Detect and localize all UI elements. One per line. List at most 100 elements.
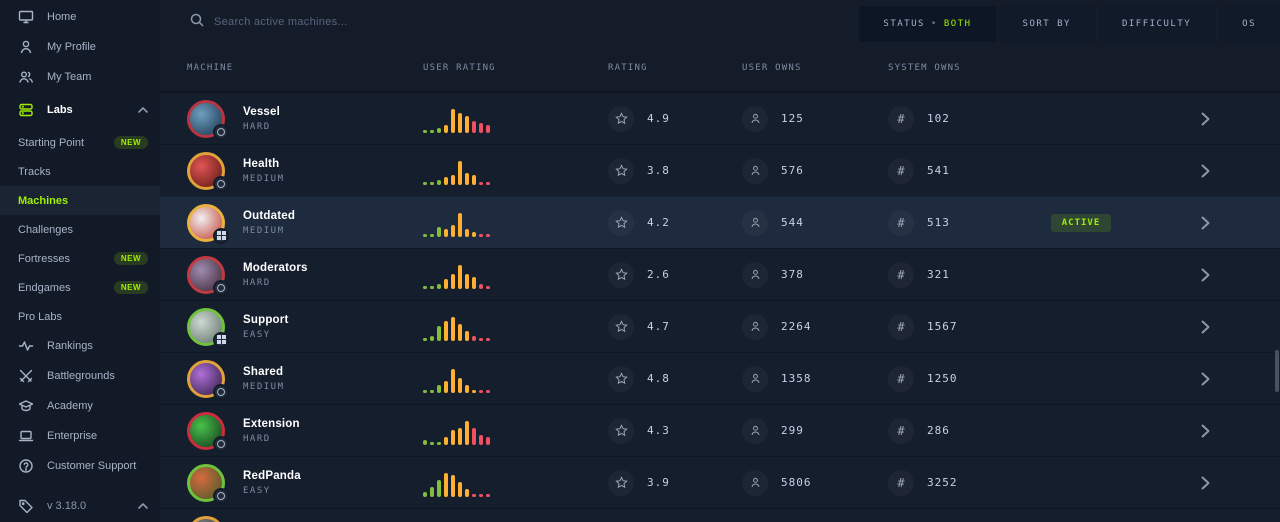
star-icon (608, 105, 634, 132)
sidebar-item-battlegrounds[interactable]: Battlegrounds (0, 361, 160, 391)
machine-name: Outdated (243, 209, 296, 222)
machine-row[interactable]: Vessel HARD 4.9 125 # 102 (160, 92, 1280, 144)
machine-row[interactable]: Outdated MEDIUM 4.2 544 # 51 (160, 196, 1280, 248)
histogram-bar (444, 278, 448, 289)
row-chevron-right-icon[interactable] (1131, 145, 1280, 196)
histogram-bar (486, 125, 490, 133)
user-icon (742, 417, 768, 444)
histogram-bar (423, 491, 427, 497)
histogram-bar (451, 474, 455, 497)
user-owns-value: 1358 (781, 372, 812, 385)
os-badge-icon (213, 123, 229, 140)
histogram-bar (486, 493, 490, 497)
histogram-bar (444, 177, 448, 185)
sidebar-item-v-3-18-0[interactable]: v 3.18.0 (0, 490, 160, 522)
sidebar-item-fortresses[interactable]: Fortresses NEW (0, 244, 160, 273)
sidebar-item-label: Starting Point (18, 136, 85, 149)
sort-by-button[interactable]: SORT BY (998, 6, 1095, 42)
sidebar-item-tracks[interactable]: Tracks (0, 157, 160, 186)
sidebar-item-my-profile[interactable]: My Profile (0, 32, 160, 62)
scrollbar-thumb[interactable] (1275, 350, 1279, 392)
hash-icon: # (888, 313, 914, 340)
machine-name: Shared (243, 365, 284, 378)
star-icon (608, 469, 634, 496)
machine-name: Extension (243, 417, 300, 430)
column-header-machine: MACHINE (187, 62, 234, 73)
histogram-bar (472, 276, 476, 289)
sidebar-item-machines[interactable]: Machines (0, 186, 160, 215)
search-input[interactable] (214, 16, 514, 28)
machine-row[interactable]: Support EASY 4.7 2264 # 1567 (160, 300, 1280, 352)
user-owns-value: 378 (781, 268, 804, 281)
machine-difficulty: EASY (243, 329, 271, 340)
user-rating-histogram (423, 313, 490, 341)
user-owns-value: 125 (781, 112, 804, 125)
row-chevron-right-icon[interactable] (1131, 353, 1280, 404)
row-chevron-right-icon[interactable] (1131, 301, 1280, 352)
histogram-bar (437, 226, 441, 237)
os-filter-button[interactable]: OS (1218, 6, 1280, 42)
row-chevron-right-icon[interactable] (1131, 249, 1280, 300)
histogram-bar (458, 427, 462, 445)
hash-icon: # (888, 209, 914, 236)
row-chevron-right-icon[interactable] (1131, 93, 1280, 144)
machine-row[interactable]: Extension HARD 4.3 299 # 286 (160, 404, 1280, 456)
sidebar-item-challenges[interactable]: Challenges (0, 215, 160, 244)
machine-row[interactable]: Health MEDIUM 3.8 576 # 541 (160, 144, 1280, 196)
sidebar-item-starting-point[interactable]: Starting Point NEW (0, 128, 160, 157)
machine-name: Moderators (243, 261, 308, 274)
filter-bar: STATUS • BOTH SORT BY DIFFICULTY OS (859, 6, 1280, 42)
new-badge: NEW (113, 252, 148, 265)
sidebar-item-enterprise[interactable]: Enterprise (0, 421, 160, 451)
sidebar-item-academy[interactable]: Academy (0, 391, 160, 421)
sidebar-item-my-team[interactable]: My Team (0, 62, 160, 92)
sidebar-item-label: Enterprise (47, 430, 98, 442)
row-chevron-right-icon[interactable] (1131, 457, 1280, 508)
layers-icon (18, 102, 34, 118)
difficulty-filter-button[interactable]: DIFFICULTY (1097, 6, 1216, 42)
sidebar-item-customer-support[interactable]: Customer Support (0, 451, 160, 481)
machine-difficulty: HARD (243, 277, 271, 288)
sidebar-item-labs[interactable]: Labs (0, 92, 160, 128)
machine-difficulty: HARD (243, 433, 271, 444)
histogram-bar (465, 115, 469, 133)
sidebar-item-label: Tracks (18, 165, 51, 178)
hash-icon: # (888, 417, 914, 444)
histogram-bar (458, 212, 462, 237)
machine-row[interactable]: Moderators HARD 2.6 378 # 32 (160, 248, 1280, 300)
row-chevron-right-icon[interactable] (1131, 197, 1280, 248)
user-icon (742, 261, 768, 288)
row-chevron-right-icon[interactable] (1131, 405, 1280, 456)
users-icon (18, 69, 34, 85)
machine-row[interactable]: RedPanda EASY 3.9 5806 # 325 (160, 456, 1280, 508)
histogram-bar (479, 337, 483, 341)
sidebar-item-endgames[interactable]: Endgames NEW (0, 273, 160, 302)
status-value: BOTH (943, 19, 972, 29)
sidebar-item-label: Rankings (47, 340, 93, 352)
user-owns-value: 5806 (781, 476, 812, 489)
machine-row[interactable]: # ACTIVE (160, 508, 1280, 522)
machine-avatar (187, 255, 229, 296)
histogram-bar (465, 172, 469, 185)
sidebar-item-pro-labs[interactable]: Pro Labs (0, 302, 160, 331)
sidebar-item-rankings[interactable]: Rankings (0, 331, 160, 361)
histogram-bar (423, 337, 427, 341)
histogram-bar (472, 389, 476, 393)
rating-value: 4.9 (647, 112, 670, 125)
hash-icon: # (888, 157, 914, 184)
sidebar-item-label: Challenges (18, 223, 74, 236)
os-badge-icon (213, 175, 229, 192)
status-filter-button[interactable]: STATUS • BOTH (859, 6, 996, 42)
machine-avatar (187, 359, 229, 400)
sidebar-item-home[interactable]: Home (0, 2, 160, 32)
user-rating-histogram (423, 261, 490, 289)
machine-difficulty: HARD (243, 121, 271, 132)
sidebar-item-label: Machines (18, 194, 69, 207)
histogram-bar (430, 486, 434, 497)
chevron-up-icon (138, 107, 148, 113)
search-bar[interactable] (190, 13, 859, 32)
histogram-bar (423, 129, 427, 133)
os-badge-icon (213, 331, 229, 348)
machine-row[interactable]: Shared MEDIUM 4.8 1358 # 125 (160, 352, 1280, 404)
